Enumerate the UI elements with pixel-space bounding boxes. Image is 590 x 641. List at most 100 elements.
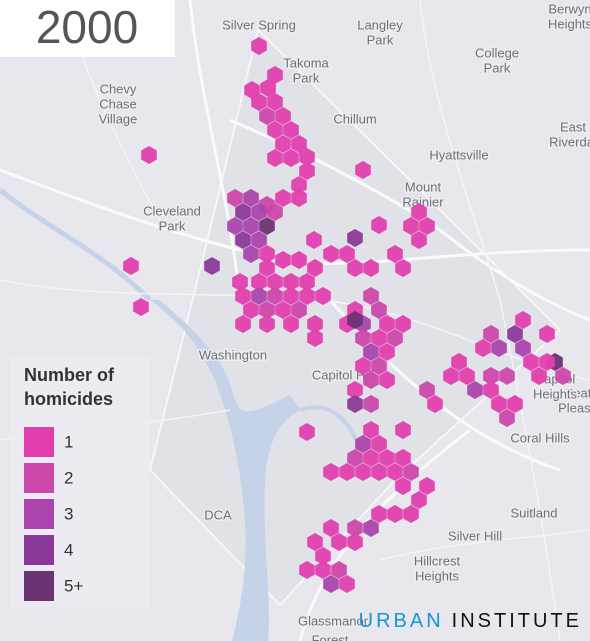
hexbin [555,367,571,385]
hexbin [291,251,307,269]
place-label: Silver Hill [448,528,502,543]
place-label: Hillcrest [414,553,461,568]
hexbin [267,66,283,84]
legend-title: Number of [24,365,115,385]
legend-swatch [24,427,54,457]
hexbin [411,231,427,249]
place-label: Berwyn [548,1,590,16]
hexbin [347,395,363,413]
legend: 1 2 3 4 5+ [24,427,83,601]
hexbin [483,325,499,343]
hexbin [411,491,427,509]
hexbin [331,561,347,579]
place-label: Park [159,218,186,233]
place-label: Cleveland [143,203,201,218]
place-label: Village [99,111,138,126]
place-label: College [475,45,519,60]
hexbin [243,301,259,319]
hexbin [371,301,387,319]
place-label: Langley [357,17,403,32]
hexbin [371,216,387,234]
year-box [0,0,175,57]
hexbin [355,329,371,347]
hexbin [539,353,555,371]
hexbin [419,381,435,399]
hexbin [307,533,323,551]
place-label: Park [293,70,320,85]
hexbin [379,449,395,467]
hexbin [419,217,435,235]
hexbin [371,505,387,523]
hexbin [403,463,419,481]
hexbin [347,259,363,277]
year: 2000 [36,1,138,53]
hexbin [347,311,363,329]
hexbin [363,449,379,467]
hexbin [307,259,323,277]
logo-first: URBAN [359,610,444,632]
logo-second: INSTITUTE [452,610,582,632]
hexbin [299,273,315,291]
hexbin [315,547,331,565]
legend-swatch [24,463,54,493]
hexbin [379,315,395,333]
hexbin [251,203,267,221]
hexbin [243,189,259,207]
hexbin [395,477,411,495]
place-label: Suitland [511,505,558,520]
hexbin [451,353,467,371]
place-label: Chevy [100,81,137,96]
hexbin [331,533,347,551]
hexbin [267,121,283,139]
hexbin [403,217,419,235]
place-label: Riverdal [549,134,590,149]
hexbin [243,217,259,235]
hexbin [235,203,251,221]
hexbin [531,367,547,385]
hexbin [306,231,322,249]
hexbin [515,311,531,329]
hexbin [467,381,483,399]
hexbin [235,231,251,249]
hexbin [347,381,363,399]
place-label: East [560,119,586,134]
legend-swatch [24,535,54,565]
hexbin [244,81,260,99]
hexbin [339,575,355,593]
hexbin [371,463,387,481]
hexbin [515,339,531,357]
hexbin [339,463,355,481]
hexbin [339,245,355,263]
hexbin [459,367,475,385]
hexbin [267,273,283,291]
hexbin [507,325,523,343]
place-label: Washington [199,347,267,362]
hexbin [275,107,291,125]
hexbin [227,189,243,207]
hexbin [299,561,315,579]
hexbin [355,161,371,179]
place-label: Heights [533,386,578,401]
place-label: Forest [312,632,349,641]
hexbin [251,273,267,291]
hexbin [363,421,379,439]
hexbin [475,339,491,357]
hexbin [133,298,149,316]
place-label: Hyattsville [429,147,488,162]
hexbin [275,251,291,269]
legend-label: 4 [64,540,73,559]
hexbin [283,315,299,333]
hexbin [387,505,403,523]
hexbin [419,477,435,495]
place-label: Heights [415,568,460,583]
legend-title: homicides [24,389,113,409]
hexbins [123,37,571,593]
place-label: Park [367,32,394,47]
hexbin [411,203,427,221]
hexbin [291,189,307,207]
hexbin [499,367,515,385]
hexbin [363,259,379,277]
hexbin [235,315,251,333]
hexbin [523,353,539,371]
hexbin [283,121,299,139]
